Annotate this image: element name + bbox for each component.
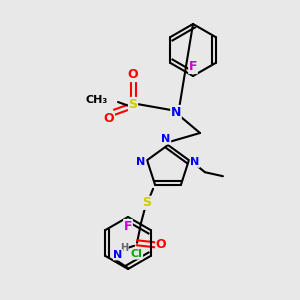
Text: O: O	[128, 68, 138, 82]
Text: N: N	[161, 134, 171, 144]
Text: O: O	[104, 112, 114, 124]
Text: N: N	[190, 157, 200, 167]
Text: Cl: Cl	[130, 249, 142, 259]
Text: F: F	[189, 61, 197, 74]
Text: N: N	[136, 157, 146, 167]
Text: O: O	[156, 238, 167, 251]
Text: CH₃: CH₃	[86, 95, 108, 105]
Text: S: S	[142, 196, 152, 209]
Text: F: F	[124, 220, 132, 232]
Text: S: S	[128, 98, 137, 110]
Text: N: N	[113, 250, 123, 260]
Text: H: H	[120, 243, 128, 253]
Text: N: N	[171, 106, 181, 118]
